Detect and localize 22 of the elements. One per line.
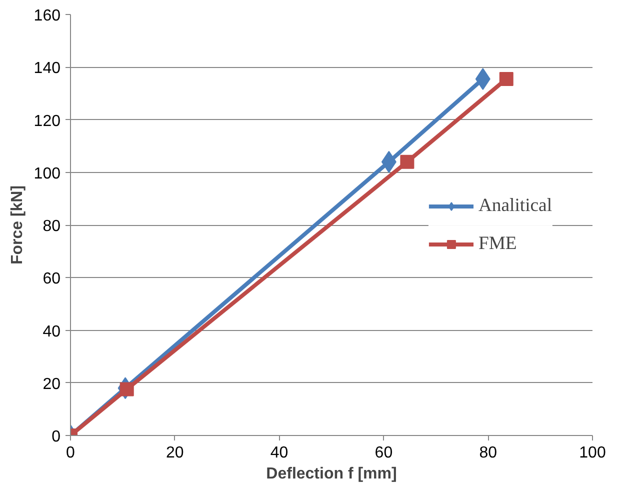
x-tick-label: 20 <box>166 444 184 462</box>
y-axis-title: Force [kN] <box>8 185 26 265</box>
x-tick-label: 80 <box>479 444 498 462</box>
legend-label: FME <box>478 232 517 254</box>
y-tick-label: 120 <box>34 112 61 130</box>
y-tick-label: 80 <box>42 218 61 235</box>
legend-label: Analitical <box>478 194 552 216</box>
y-tick-label: 140 <box>34 60 61 78</box>
point <box>400 154 414 169</box>
x-tick-label: 0 <box>66 444 76 462</box>
x-tick-label: 60 <box>374 444 393 462</box>
point <box>120 382 134 396</box>
y-tick-label: 0 <box>52 428 61 446</box>
y-tick-label: 60 <box>42 270 61 288</box>
x-axis-title: Deflection f [mm] <box>266 466 397 482</box>
x-tick-label: 40 <box>270 444 288 462</box>
point <box>499 72 514 86</box>
x-tick-label: 100 <box>579 444 606 462</box>
y-tick-label: 160 <box>34 8 61 24</box>
y-tick-label: 20 <box>42 376 61 393</box>
y-tick-label: 40 <box>42 323 61 340</box>
y-tick-label: 100 <box>34 165 61 182</box>
